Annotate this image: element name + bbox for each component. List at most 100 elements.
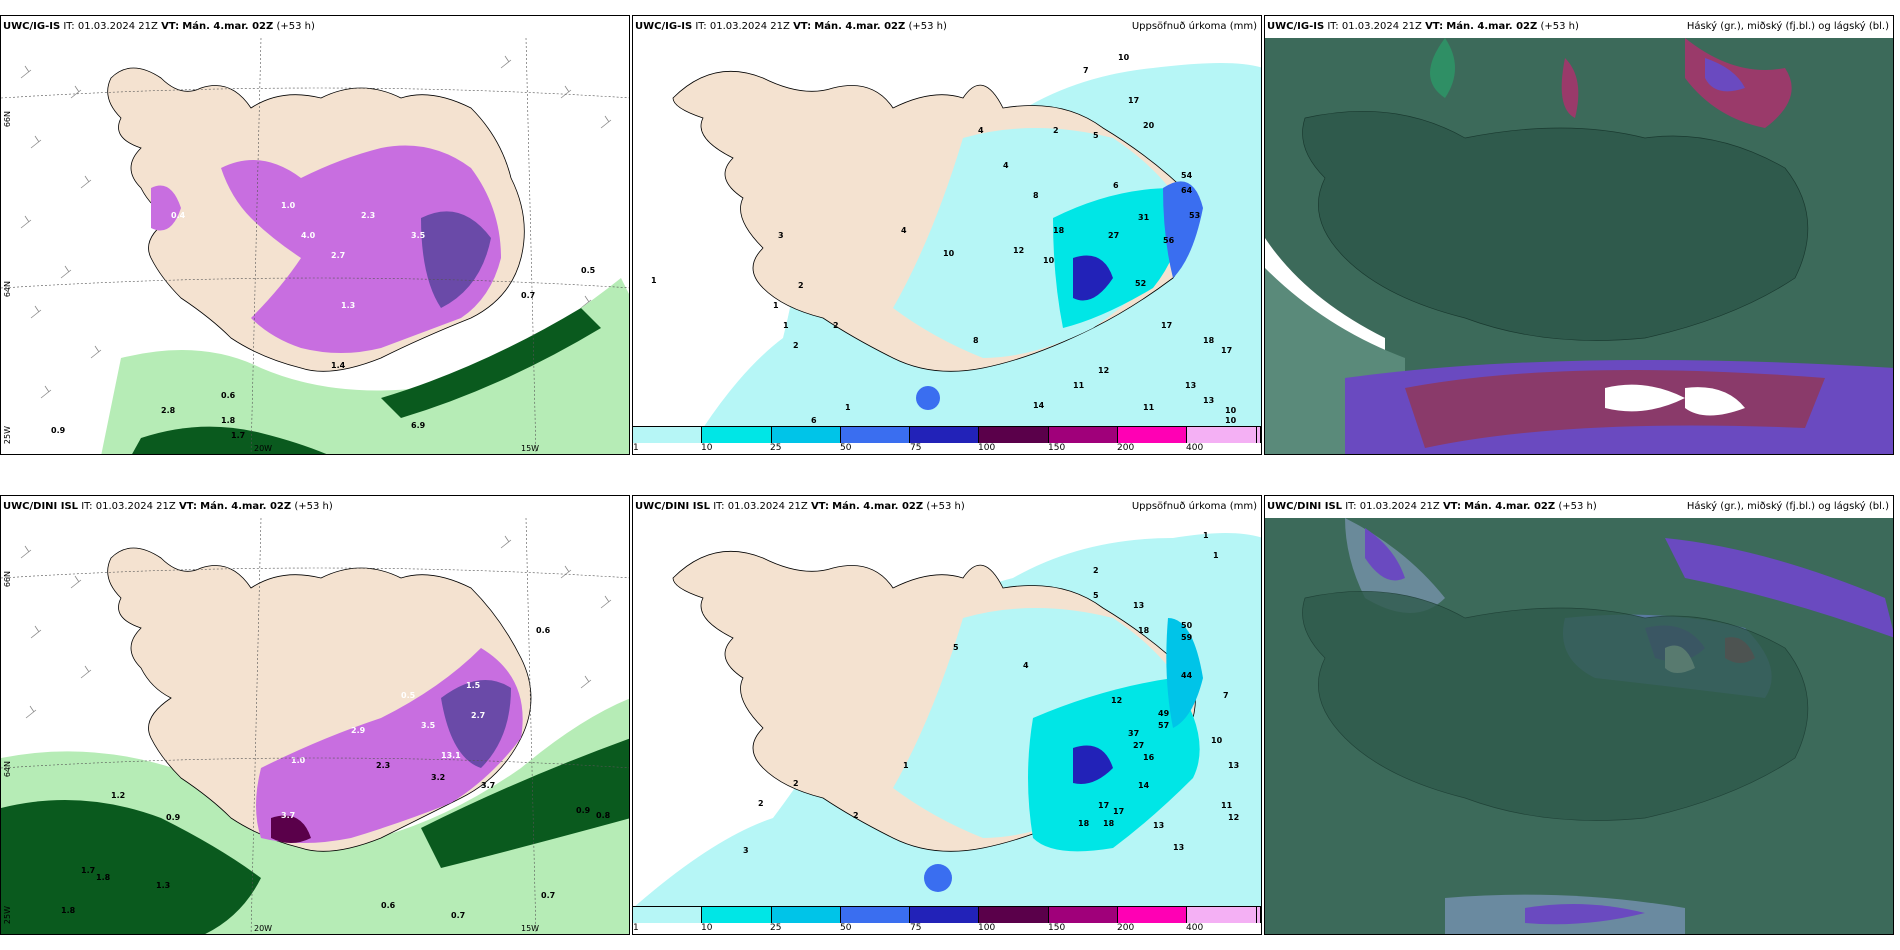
legend-swatch: [771, 427, 841, 443]
legend-swatch: [840, 907, 911, 923]
lat-label-64: 64N: [3, 761, 12, 778]
lon-label-25w: 25W: [3, 426, 12, 445]
snow-label: 3.7: [281, 811, 295, 820]
precip-value: 2: [758, 799, 764, 808]
legend-tick: 50: [840, 923, 852, 933]
snow-label: 1.8: [96, 873, 111, 882]
precip-value: 1: [845, 403, 851, 412]
vt-label: VT:: [793, 21, 812, 32]
panel-precip-ig: UWC/IG-IS IT: 01.03.2024 21Z VT: Mán. 4.…: [632, 15, 1262, 455]
precip-value: 18: [1078, 819, 1090, 828]
precip-value: 17: [1221, 346, 1232, 355]
precip-map: 1 1 2 5 13 18 50 59 44 7 10 13 11 12 16 …: [633, 518, 1261, 908]
legend-swatch: [979, 907, 1049, 923]
legend-tick: 75: [910, 443, 922, 453]
snow-label: 0.9: [576, 806, 591, 815]
it-label: IT:: [1327, 21, 1339, 32]
snow-label: 1.8: [221, 416, 236, 425]
vt-value: Mán. 4.mar. 02Z: [814, 21, 906, 32]
legend-tick: 100: [978, 443, 996, 453]
precip-value: 59: [1181, 633, 1193, 642]
precip-value: 27: [1108, 231, 1119, 240]
snow-label: 0.6: [221, 391, 236, 400]
snow-label: 0.7: [541, 891, 555, 900]
precip-value: 13: [1153, 821, 1164, 830]
vt-label: VT:: [1425, 21, 1444, 32]
precip-value: 18: [1203, 336, 1215, 345]
precip-value: 27: [1133, 741, 1144, 750]
precip-value: 13: [1185, 381, 1196, 390]
snow-label: 1.5: [466, 681, 481, 690]
precip-value: 14: [1138, 781, 1150, 790]
precip-value: 57: [1158, 721, 1169, 730]
legend-tick: 400: [1186, 443, 1204, 453]
it-label: IT:: [81, 501, 93, 512]
lon-label-15w: 15W: [521, 924, 540, 933]
legend-swatch: [910, 427, 980, 443]
snow-label: 1.0: [291, 756, 306, 765]
legend-tick: 200: [1117, 923, 1135, 933]
precip-value: 1: [1213, 551, 1219, 560]
precip-value: 5: [953, 643, 959, 652]
lon-label-20w: 20W: [254, 444, 273, 453]
legend-swatch: [1256, 907, 1261, 923]
precip-value: 14: [1033, 401, 1045, 410]
precip-value: 12: [1228, 813, 1239, 822]
snow-label: 2.7: [331, 251, 345, 260]
vt-label: VT:: [1442, 501, 1461, 512]
legend-swatch: [910, 907, 980, 923]
it-label: IT:: [1345, 501, 1357, 512]
precip-value: 13: [1173, 843, 1184, 852]
snow-label: 1.0: [281, 201, 296, 210]
it-value: 01.03.2024 21Z: [1341, 21, 1422, 32]
lon-label-25w: 25W: [3, 906, 12, 925]
lead-time: (+53 h): [1540, 21, 1579, 32]
legend-tick: 50: [840, 443, 852, 453]
precip-value: 16: [1143, 753, 1155, 762]
precip-value: 54: [1181, 171, 1193, 180]
precip-value: 52: [1135, 279, 1146, 288]
precip-value: 2: [793, 779, 799, 788]
vt-value: Mán. 4.mar. 02Z: [200, 501, 292, 512]
it-value: 01.03.2024 21Z: [727, 501, 808, 512]
precip-value: 2: [1053, 126, 1059, 135]
snow-map: 4.0 2.7 1.0 3.5 2.3 1.3 0.4 0.9 1.7 2.8 …: [1, 38, 629, 454]
legend-swatch: [1117, 427, 1188, 443]
precip-value: 2: [793, 341, 799, 350]
precip-legend: 1 10 25 50 75 100 150 200 400: [633, 426, 1261, 454]
model-name: UWC/DINI ISL: [3, 501, 79, 512]
lead-time: (+53 h): [1558, 501, 1597, 512]
precip-value: 53: [1189, 211, 1200, 220]
snow-label: 0.7: [451, 911, 465, 920]
panel-title: Uppsöfnuð úrkoma (mm): [1131, 501, 1257, 512]
precip-value: 2: [853, 811, 859, 820]
precip-value: 7: [1083, 66, 1089, 75]
legend-tick: 25: [770, 443, 782, 453]
model-name: UWC/DINI ISL: [635, 501, 711, 512]
precip-value: 49: [1158, 709, 1170, 718]
precip-value: 31: [1138, 213, 1150, 222]
panel-title: Uppsöfnuð úrkoma (mm): [1131, 21, 1257, 32]
legend-tick: 10: [701, 923, 713, 933]
legend-colorbar: [633, 906, 1261, 923]
legend-swatch: [1048, 427, 1118, 443]
it-value: 01.03.2024 21Z: [709, 21, 790, 32]
precip-value: 10: [1211, 736, 1223, 745]
snow-label: 4.0: [301, 231, 316, 240]
precip-value: 12: [1111, 696, 1122, 705]
vt-label: VT:: [178, 501, 197, 512]
model-name: UWC/IG-IS: [3, 21, 61, 32]
snow-label: 3.7: [481, 781, 495, 790]
precip-value: 11: [1143, 403, 1155, 412]
legend-tick: 200: [1117, 443, 1135, 453]
precip-value: 17: [1161, 321, 1172, 330]
snow-label: 1.8: [61, 906, 76, 915]
precip-value: 17: [1098, 801, 1109, 810]
panel-header: UWC/IG-IS IT: 01.03.2024 21Z VT: Mán. 4.…: [1267, 21, 1579, 32]
snow-label: 1.2: [111, 791, 125, 800]
precip-value: 12: [1013, 246, 1024, 255]
precip-value: 10: [1225, 406, 1237, 415]
precip-value: 2: [798, 281, 804, 290]
legend-tick: 75: [910, 923, 922, 933]
legend-swatch: [633, 427, 703, 443]
